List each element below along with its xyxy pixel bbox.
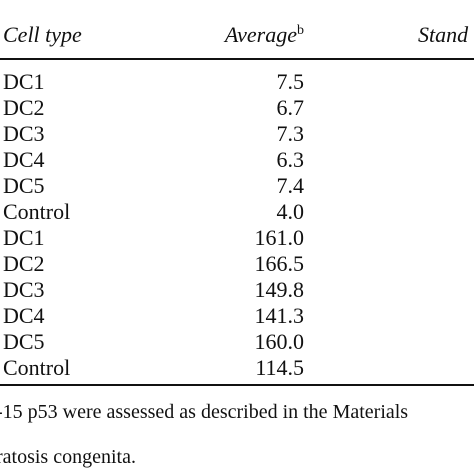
table-row: DC5 160.0 [0,329,474,355]
table-row: Control 114.5 [0,355,474,381]
average-value: 160.0 [254,329,305,354]
cell-type-value: DC5 [3,329,45,354]
cell-type-value: DC2 [3,95,45,120]
table-row: DC4 6.3 [0,147,474,173]
table-row: DC2 6.7 [0,95,474,121]
average-value: 166.5 [254,251,305,276]
average-value: 7.3 [276,121,305,146]
table-row: DC2 166.5 [0,251,474,277]
cell-type-value: Control [3,199,71,224]
cell-type-value: DC5 [3,173,45,198]
header-average-footnote-mark: b [297,23,304,38]
cell-type-value: DC1 [3,69,45,94]
header-standard-deviation: Stand [418,22,469,47]
header-average: Averageb [225,22,304,52]
cell-type-value: DC3 [3,121,45,146]
table-row: DC4 141.3 [0,303,474,329]
cell-type-value: DC4 [3,303,45,328]
table-row: DC5 7.4 [0,173,474,199]
average-value: 4.0 [276,199,305,224]
average-value: 6.7 [276,95,305,120]
table-bottom-rule [0,384,474,386]
cell-type-value: DC2 [3,251,45,276]
table-top-rule [0,58,474,60]
average-value: 7.4 [276,173,305,198]
table-row: DC1 7.5 [0,69,474,95]
cell-type-value: DC3 [3,277,45,302]
average-value: 149.8 [254,277,305,302]
table-row: Control 4.0 [0,199,474,225]
table-row: DC1 161.0 [0,225,474,251]
table-footnote-line-1: -15 p53 were assessed as described in th… [0,401,409,423]
average-value: 141.3 [254,303,305,328]
average-value: 7.5 [276,69,305,94]
header-cell-type: Cell type [3,22,82,47]
table-footnote-line-2: ratosis congenita. [0,446,136,468]
table-row: DC3 7.3 [0,121,474,147]
table-row: DC3 149.8 [0,277,474,303]
average-value: 6.3 [276,147,305,172]
average-value: 161.0 [254,225,305,250]
header-average-label: Average [224,22,297,47]
average-value: 114.5 [255,355,304,380]
cell-type-value: DC4 [3,147,45,172]
cell-type-value: DC1 [3,225,45,250]
cell-type-value: Control [3,355,71,380]
